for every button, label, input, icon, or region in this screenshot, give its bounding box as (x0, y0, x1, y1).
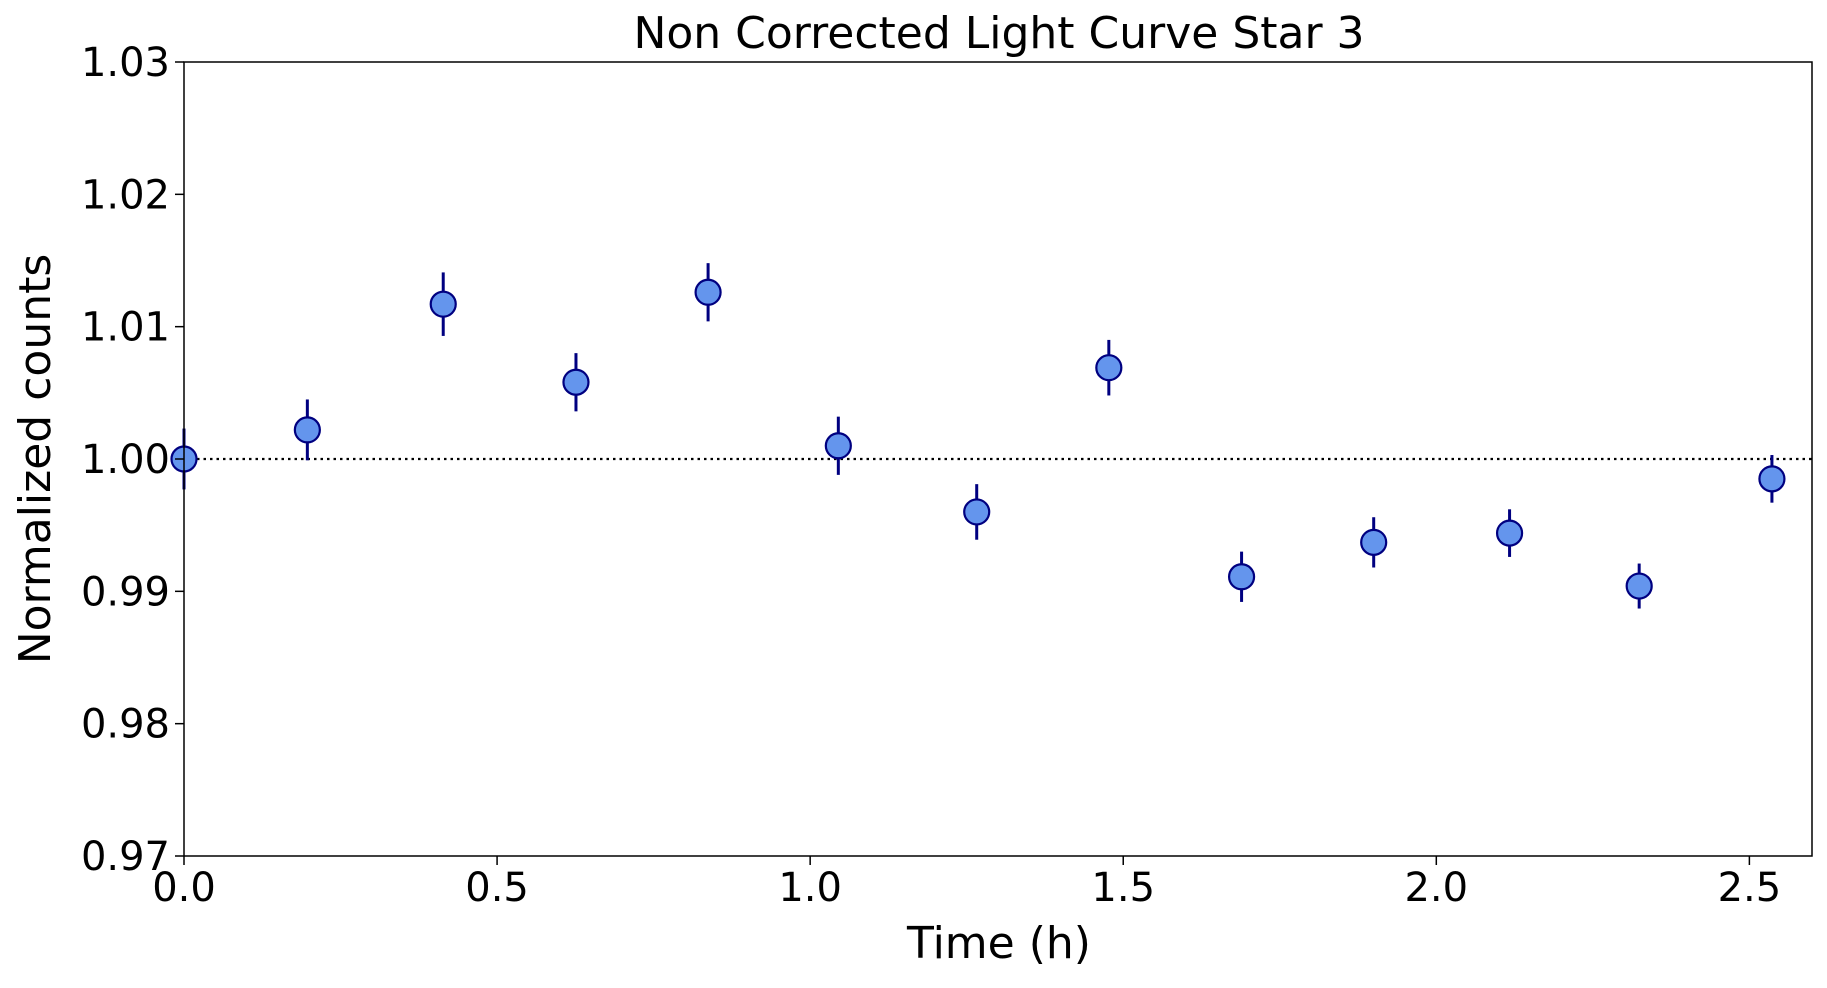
data-point (1625, 572, 1653, 600)
data-point (1095, 354, 1123, 382)
x-tick-label: 2.0 (1404, 865, 1468, 911)
data-point (1758, 465, 1786, 493)
data-point (562, 368, 590, 396)
x-tick-label: 2.5 (1718, 865, 1782, 911)
x-tick-label: 0.5 (465, 865, 529, 911)
y-tick-label: 1.03 (81, 40, 170, 86)
y-axis-label: Normalized counts (10, 254, 61, 665)
y-tick-label: 1.01 (81, 305, 170, 351)
y-tick-label: 0.99 (81, 569, 170, 615)
marker-layer (170, 278, 1786, 600)
data-point (963, 498, 991, 526)
y-tick-label: 0.98 (81, 702, 170, 748)
data-point (1360, 528, 1388, 556)
ticks-layer: 0.0 0.5 1.0 1.5 2.0 2.5 0.97 0.98 0.99 1.00 1.01 1.… (81, 40, 1781, 911)
x-tick-label: 1.5 (1091, 865, 1155, 911)
x-tick-label: 0.0 (152, 865, 216, 911)
errorbar-layer (182, 263, 1774, 609)
data-point (293, 416, 321, 444)
data-point (429, 290, 457, 318)
data-point (694, 278, 722, 306)
x-axis-label: Time (h) (906, 918, 1091, 969)
y-tick-label: 1.02 (81, 172, 170, 218)
data-point (1227, 563, 1256, 591)
y-tick-label: 1.00 (81, 437, 170, 483)
chart-title: Non Corrected Light Curve Star 3 (633, 8, 1364, 59)
x-tick-label: 1.0 (778, 865, 842, 911)
data-point (824, 432, 852, 460)
data-point (1495, 519, 1524, 547)
y-tick-label: 0.97 (81, 834, 170, 880)
